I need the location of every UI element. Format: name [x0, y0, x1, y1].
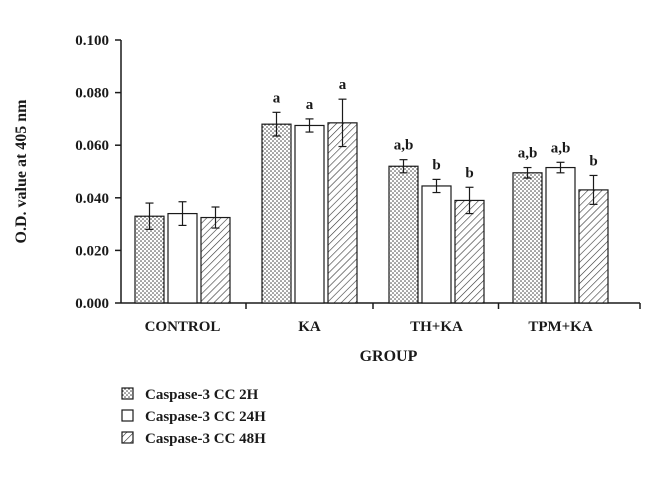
legend-swatch [121, 431, 134, 444]
x-category-label: TPM+KA [528, 319, 593, 335]
x-axis-title: GROUP [360, 348, 418, 365]
legend-swatch [121, 409, 134, 422]
bar [545, 166, 576, 304]
bar [261, 123, 292, 304]
significance-label: b [465, 165, 473, 181]
significance-label: a [273, 90, 281, 106]
y-tick-label: 0.100 [75, 33, 109, 49]
y-axis-title: O.D. value at 405 nm [13, 99, 30, 244]
significance-label: a [339, 77, 347, 93]
y-tick-label: 0.080 [75, 86, 109, 102]
significance-label: a,b [518, 146, 538, 162]
legend-swatch [121, 387, 134, 400]
x-category-label: CONTROL [145, 319, 221, 335]
y-tick-label: 0.040 [75, 191, 109, 207]
bar [421, 185, 452, 304]
y-tick-label: 0.000 [75, 296, 109, 312]
significance-label: a,b [394, 138, 414, 154]
legend-label: Caspase-3 CC 2H [145, 387, 259, 403]
significance-label: a,b [551, 140, 571, 156]
bar [578, 189, 609, 304]
bar [388, 165, 419, 304]
legend-label: Caspase-3 CC 48H [145, 431, 266, 447]
bar [512, 172, 543, 304]
significance-label: b [589, 153, 597, 169]
bars-layer [134, 98, 609, 304]
axes-layer: 0.000 0.020 0.040 0.060 0.080 0.100 O.D. value… [13, 33, 641, 365]
bar [294, 124, 325, 304]
x-category-label: KA [298, 319, 321, 335]
significance-label: b [432, 157, 440, 173]
legend-label: Caspase-3 CC 24H [145, 409, 266, 425]
significance-label: a [306, 97, 314, 113]
bar [134, 215, 165, 304]
bar [327, 122, 358, 304]
y-tick-label: 0.060 [75, 138, 109, 154]
bar [454, 199, 485, 304]
x-category-label: TH+KA [410, 319, 463, 335]
legend: Caspase-3 CC 2H Caspase-3 CC 24H Caspase-3… [121, 387, 266, 447]
y-tick-label: 0.020 [75, 243, 109, 259]
labels-layer: a a,b a,b a b a,b a b b [273, 77, 598, 181]
bar [200, 216, 231, 304]
bar [167, 212, 198, 304]
